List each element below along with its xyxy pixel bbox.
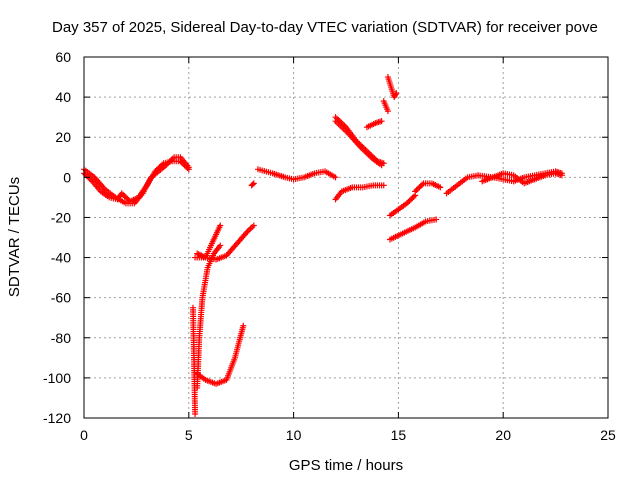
data-point	[384, 108, 391, 115]
data-point	[157, 162, 164, 169]
data-point	[82, 171, 89, 178]
data-point	[412, 188, 419, 195]
y-tick-label: -100	[43, 370, 71, 386]
data-point	[196, 251, 203, 258]
data-point	[413, 187, 420, 194]
data-point	[177, 158, 184, 165]
x-axis-label: GPS time / hours	[289, 457, 403, 474]
data-point	[217, 242, 224, 249]
data-point	[433, 216, 440, 223]
y-tick-label: 60	[55, 49, 71, 65]
data-segment	[189, 304, 199, 417]
data-point	[194, 250, 201, 257]
data-point	[118, 190, 125, 197]
data-point	[250, 180, 257, 187]
data-point	[437, 184, 444, 191]
data-point	[152, 168, 159, 175]
data-point	[250, 222, 257, 229]
data-point	[181, 162, 188, 169]
y-tick-label: 20	[55, 129, 71, 145]
data-point	[405, 199, 412, 206]
data-point	[380, 182, 387, 189]
data-point	[378, 162, 385, 169]
data-point	[86, 175, 93, 182]
data-point	[403, 200, 410, 207]
data-point	[180, 160, 187, 167]
data-segment	[387, 192, 419, 219]
y-axis-label: SDTVAR / TECUs	[6, 177, 23, 297]
data-point	[120, 191, 127, 198]
y-tick-label: -80	[51, 330, 71, 346]
data-segment	[479, 170, 565, 187]
data-point	[153, 166, 160, 173]
y-tick-label: -60	[51, 290, 71, 306]
plot-frame	[83, 56, 609, 419]
x-tick-label: 5	[185, 427, 193, 443]
data-segment	[412, 180, 444, 195]
data-point	[192, 410, 199, 417]
y-tick-label: -120	[43, 410, 71, 426]
data-point	[419, 181, 426, 188]
data-point	[406, 197, 413, 204]
data-segment	[332, 182, 387, 203]
data-point	[332, 174, 339, 181]
data-point	[87, 177, 94, 184]
data-point	[417, 183, 424, 190]
x-tick-label: 15	[391, 427, 407, 443]
data-segment	[248, 180, 257, 189]
data-point	[122, 194, 129, 201]
data-segment	[380, 98, 391, 115]
data-point	[159, 161, 166, 168]
data-segment	[332, 118, 385, 169]
data-point	[393, 90, 400, 97]
data-point	[240, 322, 247, 329]
data-point	[198, 252, 205, 259]
data-point	[199, 253, 206, 260]
data-point	[195, 251, 202, 258]
data-segment	[81, 158, 192, 205]
data-point	[410, 193, 417, 200]
data-segment	[443, 172, 482, 197]
data-point	[121, 193, 128, 200]
data-point	[217, 222, 224, 229]
data-point	[83, 172, 90, 179]
data-segment	[387, 216, 440, 243]
data-segment	[363, 118, 385, 131]
x-tick-label: 10	[286, 427, 302, 443]
data-point	[249, 181, 256, 188]
data-point	[414, 185, 421, 192]
data-point	[156, 164, 163, 171]
grid-lines	[84, 57, 608, 418]
x-tick-label: 25	[600, 427, 616, 443]
data-point	[392, 91, 399, 98]
y-tick-label: -20	[51, 209, 71, 225]
data-segment	[384, 74, 400, 101]
data-segment	[254, 166, 339, 183]
data-point	[558, 172, 565, 179]
data-point	[378, 118, 385, 125]
y-tick-label: 0	[63, 169, 71, 185]
data-segment	[194, 322, 247, 387]
data-point	[409, 195, 416, 202]
data-segment	[194, 222, 224, 261]
chart-title: Day 357 of 2025, Sidereal Day-to-day VTE…	[52, 19, 598, 36]
data-point	[391, 94, 398, 101]
data-points	[81, 74, 565, 417]
data-point	[416, 184, 423, 191]
y-tick-label: 40	[55, 89, 71, 105]
x-tick-label: 0	[80, 427, 88, 443]
x-tick-label: 20	[495, 427, 511, 443]
data-point	[184, 164, 191, 171]
data-point	[183, 163, 190, 170]
axis-ticks: 0 5 10 15 20 25 -120 -100 -80 -60 -40 -20 0 20 40 60	[43, 49, 616, 443]
data-point	[185, 166, 192, 173]
data-point	[155, 165, 162, 172]
y-tick-label: -40	[51, 250, 71, 266]
data-segment	[194, 242, 224, 391]
data-point	[391, 92, 398, 99]
data-point	[178, 159, 185, 166]
data-point	[407, 196, 414, 203]
data-point	[124, 195, 131, 202]
